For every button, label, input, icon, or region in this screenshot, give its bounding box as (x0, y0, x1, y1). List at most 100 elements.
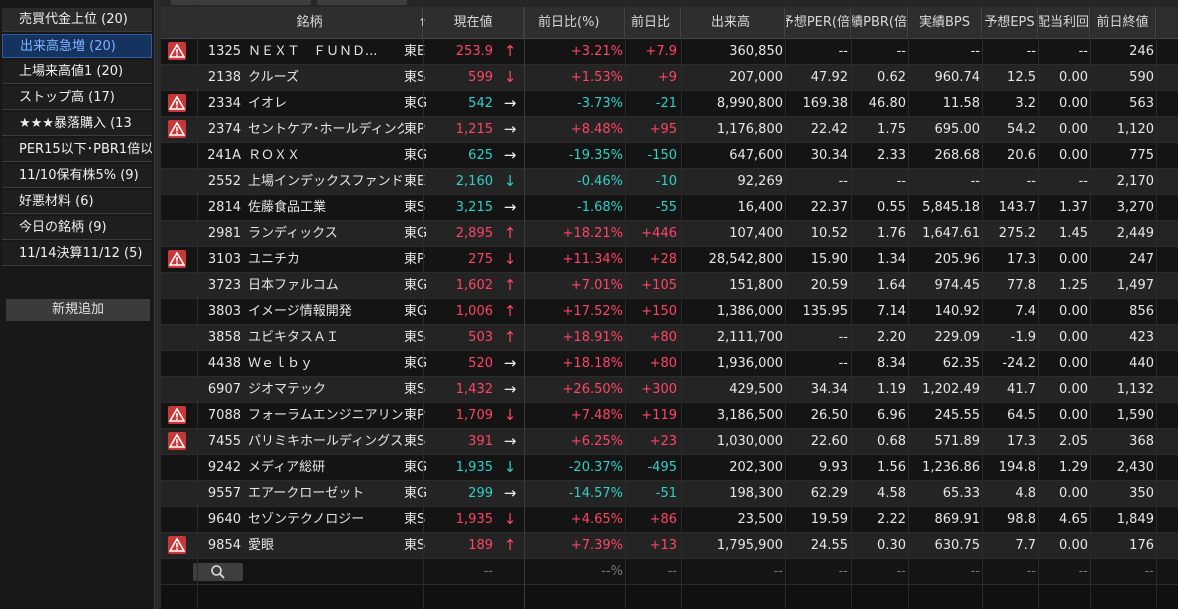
placeholder-prev: -- (1144, 564, 1154, 579)
table-row[interactable]: 9557 エアークローゼット 東G 299 → -14.57% -51 198,300 62.2… (161, 481, 1178, 507)
forecast-eps: 41.7 (1007, 382, 1036, 397)
new-entry-row[interactable]: -- --% -- -- -- -- -- -- -- -- (161, 559, 1178, 585)
actual-pbr: 4.58 (877, 486, 906, 501)
table-row[interactable]: 241A ＲＯＸＸ 東G 625 → -19.35% -150 647,600 30.34 2.3… (161, 143, 1178, 169)
previous-close: 440 (1129, 356, 1154, 371)
actual-pbr: 1.34 (877, 252, 906, 267)
sidebar-item[interactable]: 11/14決算11/12 (5) (2, 242, 152, 266)
stock-name: ユニチカ (248, 252, 301, 267)
trend-arrow-icon: ↑ (503, 302, 517, 320)
column-divider (197, 7, 198, 609)
column-header-eps[interactable]: 予想EPS (982, 7, 1038, 38)
sidebar-item[interactable]: ストップ高 (17) (2, 86, 152, 110)
change-value: -150 (647, 148, 677, 163)
column-header-volume[interactable]: 出来高 (681, 7, 785, 38)
actual-pbr: 1.56 (877, 460, 906, 475)
table-row[interactable]: 9854 愛眼 東S 189 ↑ +7.39% +13 1,795,900 24.55 0.30 6… (161, 533, 1178, 559)
current-price: 1,215 (455, 122, 493, 137)
forecast-per: 19.59 (810, 512, 848, 527)
column-header-name[interactable]: 銘柄 (197, 7, 423, 38)
table-row[interactable]: 2138 クルーズ 東S 599 ↓ +1.53% +9 207,000 47.92 0.62 96… (161, 65, 1178, 91)
market: 東E (404, 44, 426, 59)
forecast-eps: 143.7 (998, 200, 1036, 215)
sidebar-item[interactable]: 好悪材料 (6) (2, 190, 152, 214)
change-value: -10 (655, 174, 677, 189)
column-header-pbr[interactable]: 実績PBR(倍 (851, 7, 908, 38)
column-header-prev-close[interactable]: 前日終値 (1090, 7, 1156, 38)
sidebar-item[interactable]: 11/10保有株5% (9) (2, 164, 152, 188)
table-row[interactable]: 7088 フォーラムエンジニアリング 東P 1,709 ↓ +7.48% +119 3,186… (161, 403, 1178, 429)
previous-close: 247 (1129, 252, 1154, 267)
table-row[interactable]: 3858 ユビキタスＡＩ 東S 503 ↑ +18.91% +80 2,111,700 -- 2.… (161, 325, 1178, 351)
change-percent: -20.37% (568, 460, 623, 475)
search-button[interactable] (193, 563, 243, 581)
forecast-per: 62.29 (810, 486, 848, 501)
column-header-price[interactable]: 現在値 (423, 7, 524, 38)
actual-pbr: 6.96 (877, 408, 906, 423)
table-row[interactable]: 7455 パリミキホールディングス 東S 391 → +6.25% +23 1,030,000… (161, 429, 1178, 455)
market: 東G (404, 304, 428, 319)
forecast-per: 20.59 (810, 278, 848, 293)
tab-stub[interactable] (171, 0, 311, 5)
change-percent: +4.65% (570, 512, 623, 527)
table-row[interactable]: 4438 Ｗｅｌｂｙ 東G 520 → +18.18% +80 1,936,000 -- 8.34… (161, 351, 1178, 377)
table-row[interactable]: 9640 セゾンテクノロジー 東S 1,935 ↓ +4.65% +86 23,500 19.5… (161, 507, 1178, 533)
current-price: 2,160 (455, 174, 493, 189)
previous-close: 563 (1129, 96, 1154, 111)
change-percent: -19.35% (568, 148, 623, 163)
change-value: +80 (649, 330, 677, 345)
sort-arrow-up-icon[interactable]: ↑ (418, 7, 427, 38)
dividend-yield: 0.00 (1059, 122, 1088, 137)
market: 東G (404, 148, 428, 163)
forecast-eps: -24.2 (1002, 356, 1036, 371)
sidebar-item[interactable]: 今日の銘柄 (9) (2, 216, 152, 240)
table-row[interactable]: 2334 イオレ 東G 542 → -3.73% -21 8,990,800 169.38 46.… (161, 91, 1178, 117)
placeholder-chg: -- (667, 564, 677, 579)
splitter[interactable] (155, 0, 161, 609)
sidebar-item[interactable]: 売買代金上位 (20) (2, 8, 152, 32)
volume: 207,000 (729, 70, 783, 85)
sidebar-item[interactable]: PER15以下･PBR1倍以 (2, 138, 152, 162)
market: 東G (404, 460, 428, 475)
column-header-bps[interactable]: 実績BPS (908, 7, 982, 38)
volume: 202,300 (729, 460, 783, 475)
forecast-per: 135.95 (802, 304, 849, 319)
sidebar-item[interactable]: 出来高急増 (20) (2, 34, 152, 58)
warning-icon (168, 406, 186, 424)
table-row[interactable]: 3803 イメージ情報開発 東G 1,006 ↑ +17.52% +150 1,386,000… (161, 299, 1178, 325)
change-value: -21 (655, 96, 677, 111)
table-row[interactable]: 2374 セントケア･ホールディング 東P 1,215 → +8.48% +95 1,176,… (161, 117, 1178, 143)
dividend-yield: 0.00 (1059, 96, 1088, 111)
actual-bps: 1,202.49 (922, 382, 980, 397)
current-price: 391 (468, 434, 493, 449)
sidebar-item[interactable]: 上場来高値1 (20) (2, 60, 152, 84)
previous-close: 423 (1129, 330, 1154, 345)
stock-name: ジオマテック (248, 382, 327, 397)
column-header-change-pct[interactable]: 前日比(%) (524, 7, 625, 38)
column-header-change[interactable]: 前日比 (625, 7, 681, 38)
add-list-button[interactable]: 新規追加 (6, 299, 150, 321)
table-row[interactable]: 2981 ランディックス 東G 2,895 ↑ +18.21% +446 107,400 10.… (161, 221, 1178, 247)
tab-stub[interactable] (317, 0, 407, 5)
sidebar-item[interactable]: ★★★暴落購入 (13 (2, 112, 152, 136)
table-row[interactable]: 2814 佐藤食品工業 東S 3,215 → -1.68% -55 16,400 22.37 0.… (161, 195, 1178, 221)
table-row[interactable]: 3103 ユニチカ 東P 275 ↓ +11.34% +28 28,542,800 15.90 1… (161, 247, 1178, 273)
table-row[interactable]: 3723 日本ファルコム 東G 1,602 ↑ +7.01% +105 151,800 20.5… (161, 273, 1178, 299)
column-header-yield[interactable]: 予想配当利回 (1038, 7, 1090, 38)
forecast-eps: 12.5 (1007, 70, 1036, 85)
placeholder-pct: --% (601, 564, 623, 579)
actual-bps: 11.58 (942, 96, 980, 111)
forecast-eps: 7.7 (1015, 538, 1036, 553)
stock-name: Ｗｅｌｂｙ (248, 356, 314, 371)
change-value: +446 (641, 226, 677, 241)
table-row[interactable]: 2552 上場インデックスファンド... 東E 2,160 ↓ -0.46% -10 92,2… (161, 169, 1178, 195)
table-header: 銘柄現在値前日比(%)前日比出来高予想PER(倍実績PBR(倍実績BPS予想EP… (161, 7, 1178, 39)
market: 東S (404, 70, 426, 85)
previous-close: 176 (1129, 538, 1154, 553)
table-row[interactable]: 6907 ジオマテック 東S 1,432 → +26.50% +300 429,500 34.3… (161, 377, 1178, 403)
table-row[interactable]: 9242 メディア総研 東G 1,935 ↓ -20.37% -495 202,300 9.93… (161, 455, 1178, 481)
column-header-per[interactable]: 予想PER(倍 (785, 7, 851, 38)
current-price: 2,895 (455, 226, 493, 241)
stock-code: 3103 (207, 252, 241, 267)
table-row[interactable]: 1325 ＮＥＸＴ ＦＵＮＤ... 東E 253.9 ↑ +3.21% +7.9 360,85… (161, 39, 1178, 65)
